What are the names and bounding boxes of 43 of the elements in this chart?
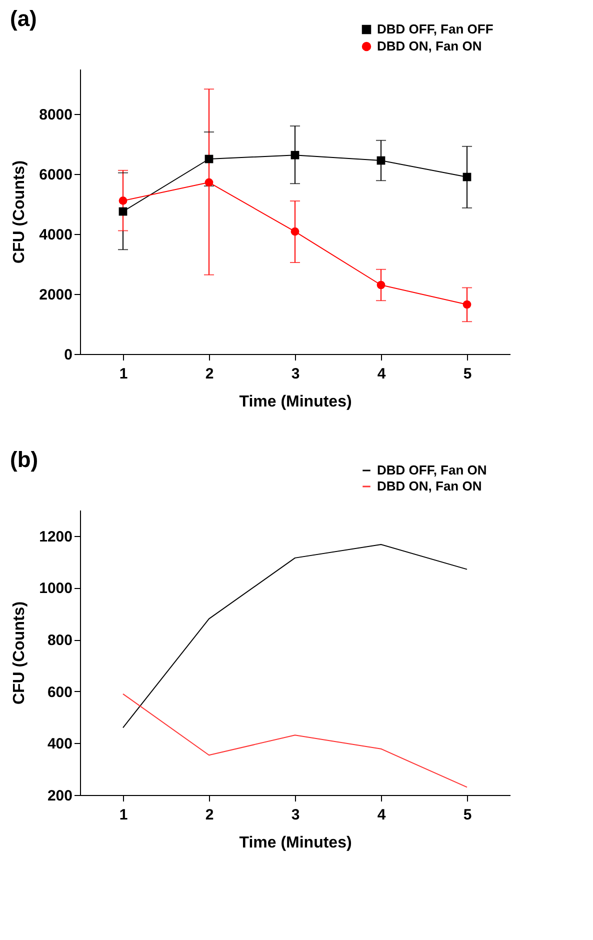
chart-title: (a) (10, 6, 37, 31)
point (118, 196, 128, 205)
y-tick-label: 0 (64, 346, 72, 364)
line-series (122, 693, 468, 788)
y-tick-label: 1200 (39, 528, 72, 546)
point (204, 154, 214, 164)
x-tick-label: 4 (377, 806, 386, 824)
legend-label: DBD ON, Fan ON (377, 38, 482, 54)
x-tick-label: 3 (291, 366, 300, 382)
y-tick-label: 200 (47, 788, 72, 804)
point (290, 150, 300, 160)
point (376, 280, 386, 290)
x-tick-label: 4 (377, 366, 386, 382)
x-tick-label: 5 (463, 366, 472, 382)
legend-label: DBD OFF, Fan OFF (377, 22, 494, 36)
point (118, 207, 128, 216)
y-tick-label: 400 (47, 736, 72, 753)
x-tick-label: 1 (119, 366, 128, 382)
y-tick-label: 800 (47, 632, 72, 650)
point (462, 172, 472, 182)
x-axis-title: Time (Minutes) (239, 394, 352, 410)
point (376, 156, 386, 165)
point (462, 300, 472, 309)
line-series (122, 544, 468, 728)
y-tick-label: 6000 (39, 166, 72, 184)
x-axis-title: Time (Minutes) (239, 834, 352, 852)
legend-label: DBD ON, Fan ON (377, 478, 482, 494)
y-axis-title: CFU (Counts) (11, 160, 28, 264)
x-tick-label: 5 (463, 806, 472, 824)
y-tick-label: 1000 (39, 580, 72, 598)
y-tick-label: 600 (47, 684, 72, 701)
chart-title: (b) (10, 447, 38, 472)
y-axis-title: CFU (Counts) (11, 601, 28, 705)
x-tick-label: 1 (119, 806, 128, 824)
y-tick-label: 4000 (39, 226, 72, 244)
x-tick-label: 2 (205, 366, 214, 382)
x-tick-label: 3 (291, 806, 300, 824)
x-tick-label: 2 (205, 806, 214, 824)
point (290, 227, 300, 236)
point (204, 178, 214, 187)
y-tick-label: 2000 (39, 286, 72, 304)
legend-label: DBD OFF, Fan ON (377, 462, 487, 478)
y-tick-label: 8000 (39, 106, 72, 124)
